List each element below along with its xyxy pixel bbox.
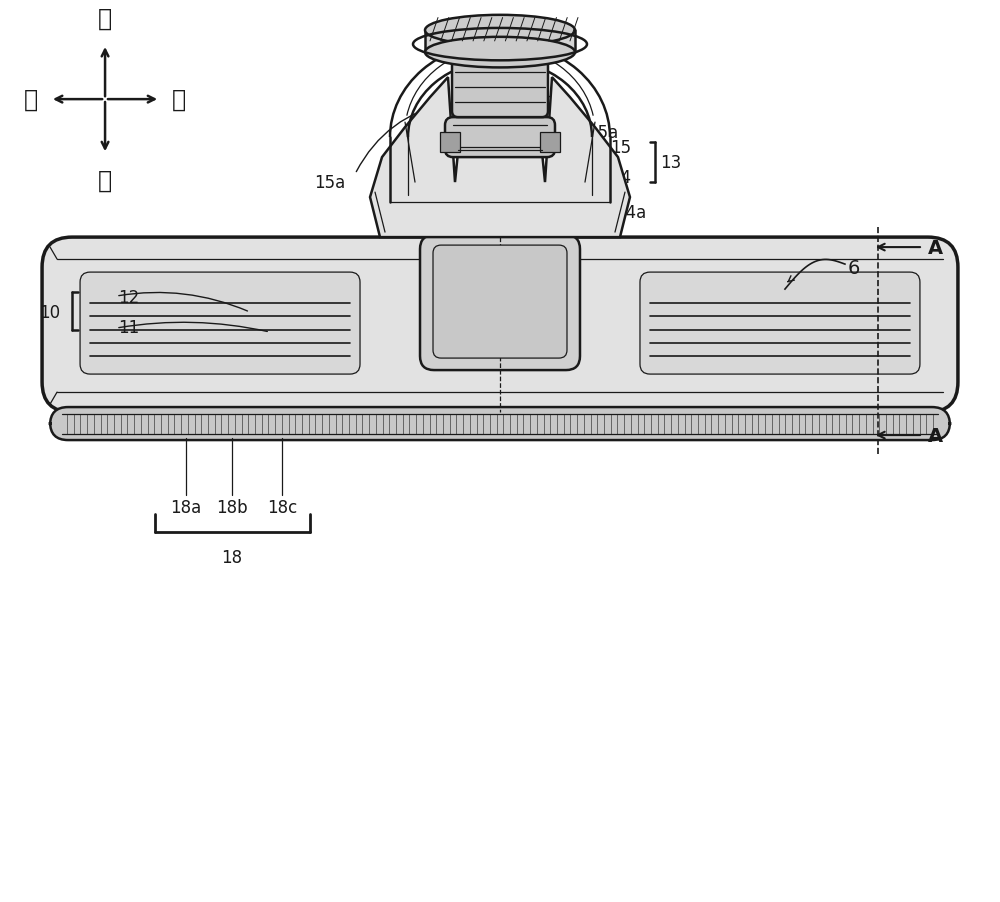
Text: 18a: 18a xyxy=(170,499,202,517)
Text: 18b: 18b xyxy=(216,499,248,517)
FancyBboxPatch shape xyxy=(80,272,360,374)
Text: 15: 15 xyxy=(610,139,631,157)
Ellipse shape xyxy=(425,38,575,69)
Text: 6: 6 xyxy=(848,258,860,277)
FancyBboxPatch shape xyxy=(42,238,958,412)
Text: 右: 右 xyxy=(24,88,38,112)
Ellipse shape xyxy=(425,16,575,46)
Bar xyxy=(425,31,575,53)
FancyBboxPatch shape xyxy=(420,235,580,371)
Text: 后: 后 xyxy=(98,7,112,31)
Text: 11: 11 xyxy=(118,318,139,336)
Text: 15a: 15a xyxy=(587,124,618,142)
Text: A: A xyxy=(928,238,943,257)
FancyBboxPatch shape xyxy=(50,408,950,440)
Bar xyxy=(540,133,560,153)
Text: 10: 10 xyxy=(39,304,60,322)
Text: 18: 18 xyxy=(221,548,243,566)
Text: A: A xyxy=(928,426,943,445)
FancyBboxPatch shape xyxy=(445,118,555,158)
Text: 12: 12 xyxy=(118,289,139,307)
Text: 左: 左 xyxy=(172,88,186,112)
FancyBboxPatch shape xyxy=(452,53,548,118)
Text: 13: 13 xyxy=(660,154,681,172)
FancyBboxPatch shape xyxy=(640,272,920,374)
Text: 18c: 18c xyxy=(267,499,297,517)
Text: 前: 前 xyxy=(98,169,112,193)
Bar xyxy=(440,133,460,153)
FancyBboxPatch shape xyxy=(433,246,567,359)
Text: 14a: 14a xyxy=(615,204,646,222)
Text: 15a: 15a xyxy=(314,174,346,192)
Polygon shape xyxy=(370,78,630,238)
Text: 14: 14 xyxy=(610,169,631,187)
